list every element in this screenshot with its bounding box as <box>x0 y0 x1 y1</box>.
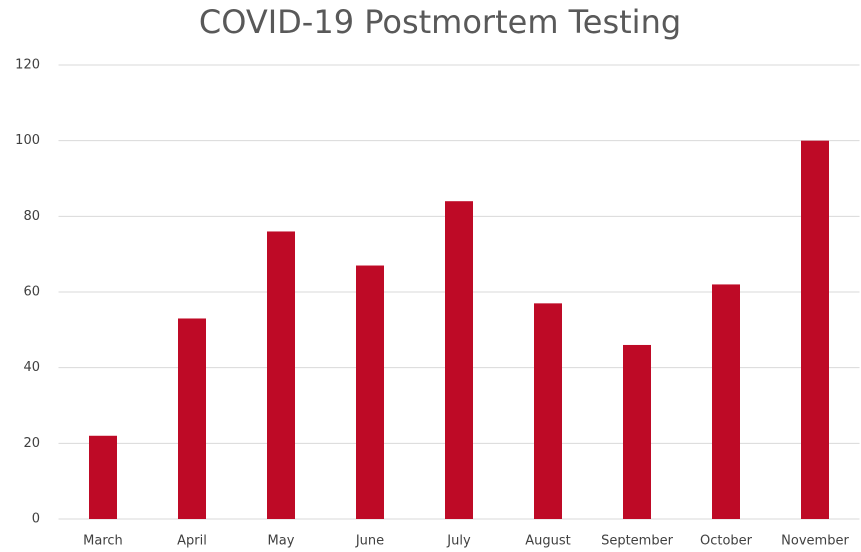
y-tick-label: 60 <box>23 285 40 300</box>
y-tick-label: 0 <box>32 512 40 527</box>
x-tick-label: April <box>177 534 207 549</box>
y-tick-label: 120 <box>15 58 40 73</box>
bar <box>356 265 384 519</box>
bar <box>801 140 829 519</box>
x-tick-label: November <box>781 534 849 549</box>
bar <box>445 201 473 519</box>
y-tick-label: 40 <box>23 360 40 375</box>
x-tick-label: September <box>601 534 674 549</box>
bar <box>267 231 295 519</box>
bar <box>178 318 206 519</box>
y-tick-label: 20 <box>23 436 40 451</box>
y-tick-label: 100 <box>15 133 40 148</box>
x-tick-label: March <box>83 534 123 549</box>
chart-title: COVID-19 Postmortem Testing <box>199 3 681 41</box>
x-tick-label: October <box>700 534 753 549</box>
bar <box>712 284 740 519</box>
bar <box>89 435 117 519</box>
x-tick-label: August <box>525 534 571 549</box>
bar <box>623 344 651 519</box>
x-tick-label: June <box>355 534 384 549</box>
bar <box>534 303 562 519</box>
x-tick-label: July <box>446 534 471 549</box>
x-tick-label: May <box>268 534 295 549</box>
y-tick-label: 80 <box>23 209 40 224</box>
